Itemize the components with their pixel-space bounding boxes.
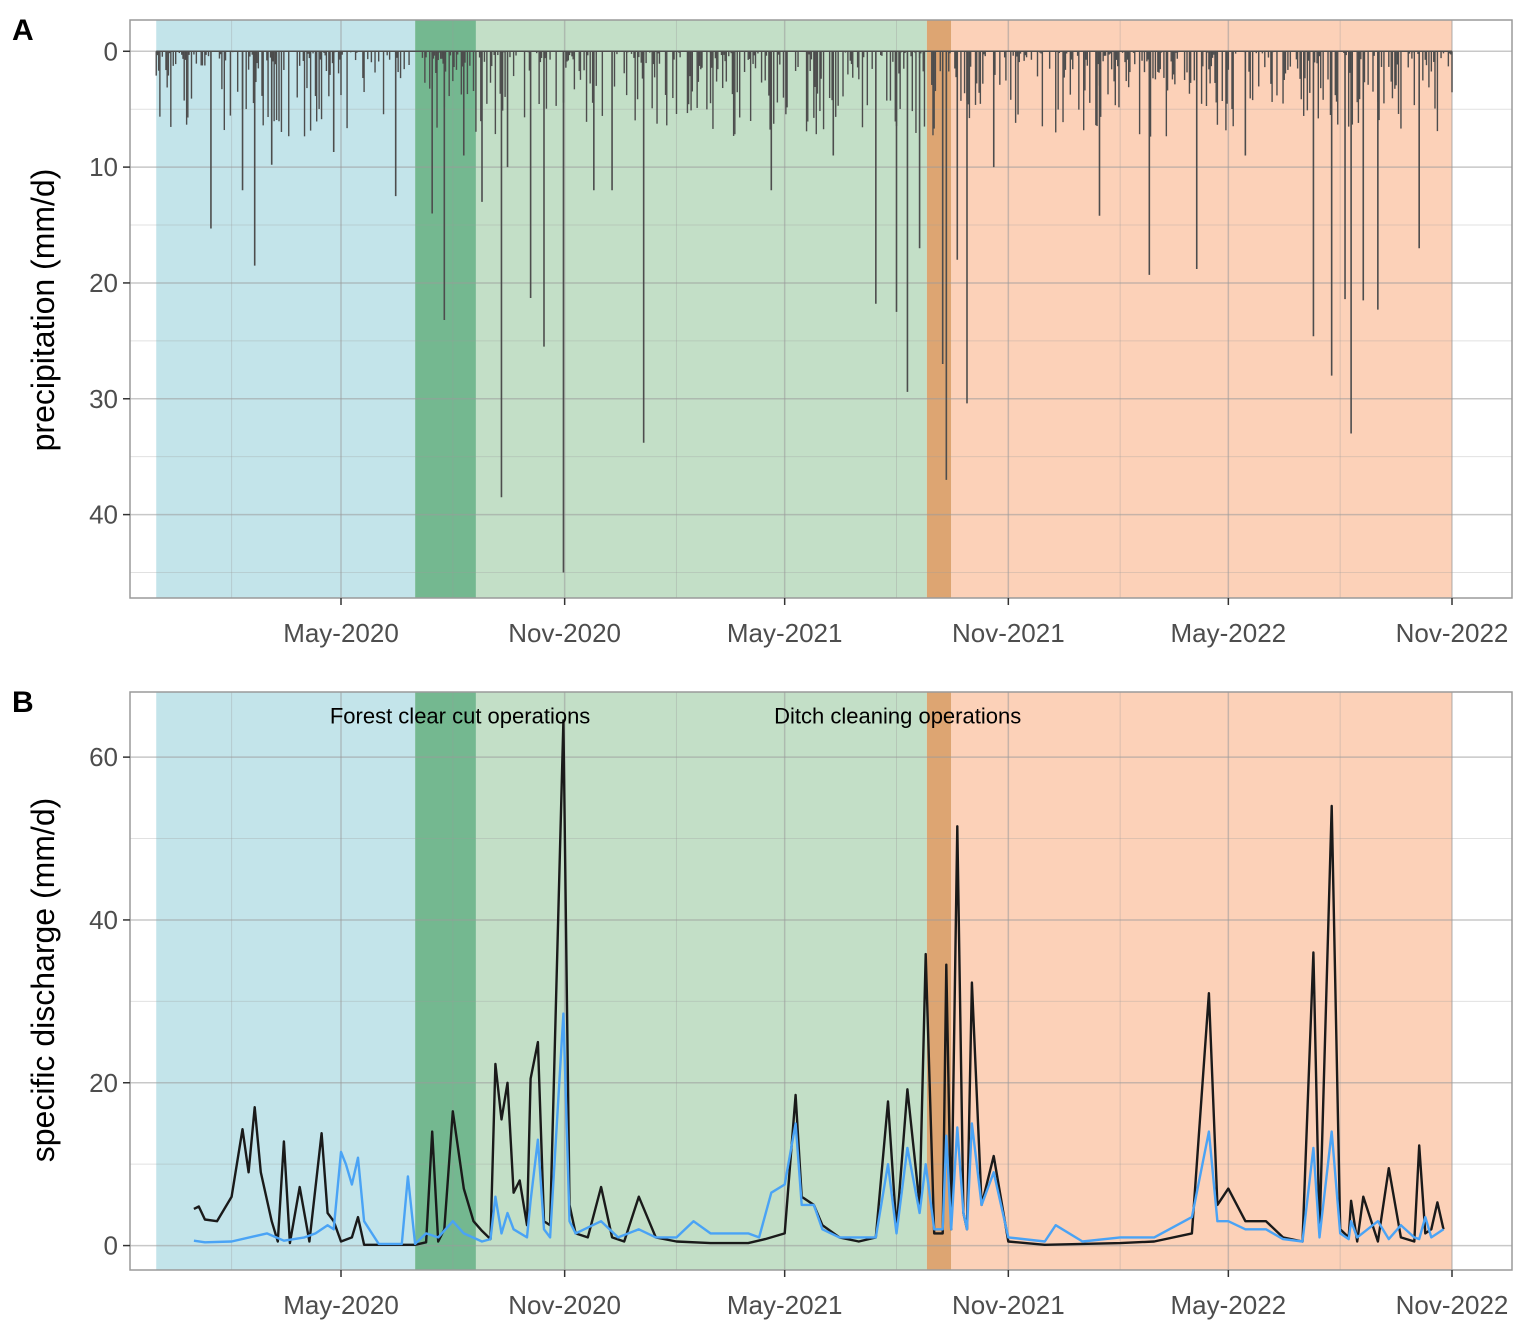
y-tick-label-2: 20 bbox=[89, 1068, 118, 1098]
y-tick-label-2: 10 bbox=[89, 152, 118, 182]
panel-b-tag: B bbox=[12, 686, 34, 719]
x-tick-label-6: Nov-2022 bbox=[1396, 618, 1509, 648]
period-band-2 bbox=[415, 692, 476, 1270]
panel-b-gridlines bbox=[130, 692, 1512, 1270]
discharge-line-observed bbox=[193, 719, 1445, 1247]
y-tick-label-1: 0 bbox=[104, 1231, 118, 1261]
x-tick-label-1: May-2020 bbox=[283, 618, 399, 648]
panel-b-background bbox=[130, 692, 1512, 1270]
period-band-5 bbox=[951, 20, 1452, 598]
y-tick-label-3: 20 bbox=[89, 268, 118, 298]
y-tick-label-3: 40 bbox=[89, 905, 118, 935]
period-band-5 bbox=[951, 692, 1452, 1270]
period-band-4 bbox=[926, 20, 952, 598]
y-tick-label-4: 60 bbox=[89, 742, 118, 772]
x-tick-label-1: May-2020 bbox=[283, 1290, 399, 1320]
y-tick-label-5: 40 bbox=[89, 500, 118, 530]
period-band-1 bbox=[156, 20, 416, 598]
x-tick-label-3: May-2021 bbox=[727, 618, 843, 648]
panel-b-annotations: Forest clear cut operations Ditch cleanin… bbox=[330, 703, 1021, 728]
panel-b-marks bbox=[193, 719, 1445, 1247]
panel-b-y-axis-label: specific discharge (mm/d) bbox=[25, 798, 61, 1163]
panel-a-marks bbox=[155, 50, 1453, 573]
panel-a-axes: 0 10 20 30 40 May-2020 Nov-2020 May-2021 Nov-202… bbox=[89, 19, 1513, 648]
panel-b-axes: 0 20 40 60 May-2020 Nov-2020 May-2021 Nov-2021 M… bbox=[89, 691, 1513, 1320]
panel-a-tag: A bbox=[12, 14, 34, 47]
y-tick-label-4: 30 bbox=[89, 384, 118, 414]
x-tick-label-3: May-2021 bbox=[727, 1290, 843, 1320]
plot-border bbox=[129, 19, 1513, 599]
panel-a-background bbox=[130, 20, 1512, 598]
y-tick-label-1: 0 bbox=[104, 36, 118, 66]
panel-a-y-axis-label: precipitation (mm/d) bbox=[25, 169, 61, 452]
x-tick-label-4: Nov-2021 bbox=[952, 1290, 1065, 1320]
x-tick-label-5: May-2022 bbox=[1171, 1290, 1287, 1320]
annotation-1: Forest clear cut operations bbox=[330, 703, 590, 728]
panel-a-gridlines bbox=[130, 20, 1512, 598]
plot-border bbox=[129, 691, 1513, 1271]
panel-b-discharge: 0 20 40 60 May-2020 Nov-2020 May-2021 Nov-2021 M… bbox=[12, 686, 1513, 1320]
x-tick-label-4: Nov-2021 bbox=[952, 618, 1065, 648]
annotation-2: Ditch cleaning operations bbox=[774, 703, 1021, 728]
x-tick-label-2: Nov-2020 bbox=[508, 1290, 621, 1320]
x-tick-label-6: Nov-2022 bbox=[1396, 1290, 1509, 1320]
period-band-2 bbox=[415, 20, 476, 598]
x-tick-label-5: May-2022 bbox=[1171, 618, 1287, 648]
x-tick-label-2: Nov-2020 bbox=[508, 618, 621, 648]
period-band-3 bbox=[475, 20, 927, 598]
panel-a-precipitation: 0 10 20 30 40 May-2020 Nov-2020 May-2021 Nov-202… bbox=[12, 14, 1513, 648]
discharge-line-simulated bbox=[193, 1012, 1445, 1246]
